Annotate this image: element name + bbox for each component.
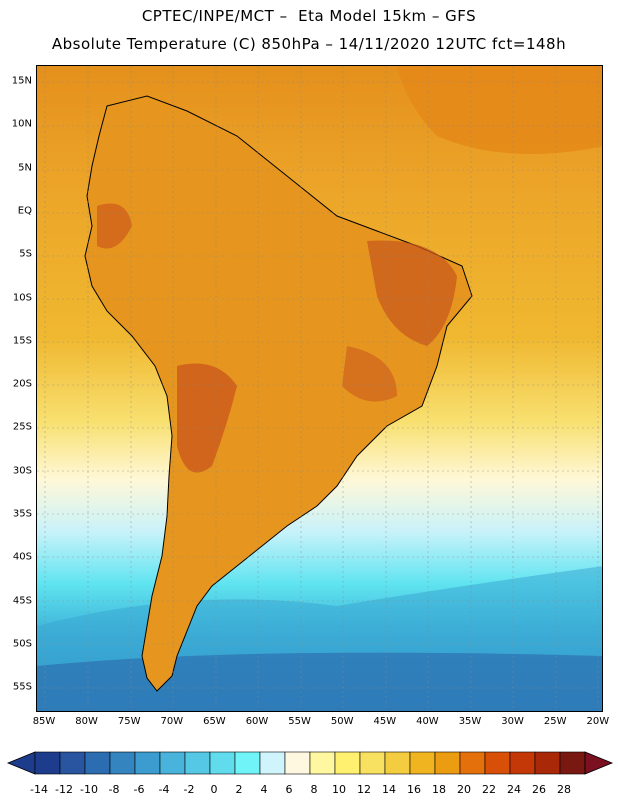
colorbar-tick-label: -12 [55, 783, 73, 796]
colorbar-tick-label: -4 [158, 783, 170, 796]
longitude-label: 25W [543, 716, 567, 727]
colorbar-tick-label: -6 [133, 783, 145, 796]
colorbar-swatch [559, 751, 586, 775]
colorbar-tick-label: -2 [183, 783, 195, 796]
colorbar-tick-label: 14 [382, 783, 396, 796]
latitude-label: 30S [12, 465, 32, 477]
latitude-label: 50S [12, 638, 32, 650]
latitude-label: 10S [12, 292, 32, 303]
colorbar-swatch [34, 751, 61, 775]
colorbar-tick-label: 12 [357, 783, 371, 796]
longitude-label: 75W [117, 716, 141, 727]
colorbar-swatch [409, 751, 436, 775]
colorbar-swatch [434, 751, 461, 775]
longitude-label: 50W [330, 716, 354, 727]
colorbar-swatch [59, 751, 86, 775]
colorbar-tick-label: 8 [310, 783, 318, 796]
colorbar-tick-label: 0 [210, 783, 218, 796]
colorbar-tick-label: 10 [332, 783, 346, 796]
longitude-label: 60W [245, 716, 269, 727]
colorbar-swatch [459, 751, 486, 775]
colorbar-swatch [359, 751, 386, 775]
colorbar-swatch [509, 751, 536, 775]
colorbar-tick-label: 26 [532, 783, 546, 796]
latitude-label: 10N [11, 118, 32, 130]
colorbar-tick-label: -10 [80, 783, 98, 796]
colorbar-swatch [334, 751, 361, 775]
temperature-colorbar [6, 751, 614, 775]
latitude-label: 15N [11, 75, 32, 87]
longitude-label: 30W [501, 716, 524, 727]
longitude-label: 40W [416, 716, 439, 727]
colorbar-swatch [309, 751, 336, 775]
latitude-label: 20S [12, 378, 32, 390]
latitude-label: 45S [12, 595, 32, 607]
colorbar-min-arrow [6, 751, 36, 775]
longitude-label: 85W [32, 716, 56, 727]
colorbar-swatch [159, 751, 186, 775]
latitude-label: 55S [12, 681, 32, 693]
map-title-line1: CPTEC/INPE/MCT – Eta Model 15km – GFS [141, 7, 477, 25]
colorbar-swatch [384, 751, 411, 775]
colorbar-tick-label: 18 [432, 783, 446, 796]
longitude-label: 55W [288, 716, 311, 727]
map-title-line2: Absolute Temperature (C) 850hPa – 14/11/… [51, 35, 567, 53]
longitude-label: 45W [373, 716, 397, 727]
colorbar-swatch [234, 751, 261, 775]
colorbar-tick-label: 22 [482, 783, 496, 796]
colorbar-tick-label: 24 [507, 783, 521, 796]
colorbar-tick-label: -14 [30, 783, 48, 796]
colorbar-swatch [134, 751, 161, 775]
latitude-label: 15S [12, 335, 32, 347]
colorbar-swatch [84, 751, 111, 775]
latitude-label: 5N [18, 162, 32, 174]
temperature-field [37, 66, 602, 711]
latitude-label: EQ [17, 205, 32, 217]
latitude-label: 35S [12, 508, 32, 520]
colorbar-swatch [184, 751, 211, 775]
colorbar-tick-label: -8 [108, 783, 120, 796]
colorbar-tick-label: 20 [457, 783, 471, 796]
longitude-label: 70W [160, 716, 184, 727]
colorbar-tick-label: 2 [235, 783, 243, 796]
latitude-label: 25S [12, 421, 32, 433]
latitude-label: 5S [19, 248, 32, 260]
colorbar-tick-label: 28 [557, 783, 571, 796]
latitude-label: 40S [12, 551, 32, 563]
colorbar-swatch [484, 751, 511, 775]
longitude-label: 80W [75, 716, 98, 727]
colorbar-swatch [259, 751, 286, 775]
colorbar-tick-label: 4 [260, 783, 268, 796]
colorbar-max-arrow [584, 751, 614, 775]
colorbar-tick-label: 6 [285, 783, 293, 796]
colorbar-swatch [209, 751, 236, 775]
temperature-map [36, 65, 603, 712]
colorbar-swatch [109, 751, 136, 775]
longitude-label: 65W [203, 716, 226, 727]
colorbar-swatch [534, 751, 561, 775]
longitude-label: 20W [586, 716, 610, 727]
colorbar-swatch [284, 751, 311, 775]
longitude-label: 35W [458, 716, 482, 727]
colorbar-tick-label: 16 [407, 783, 421, 796]
